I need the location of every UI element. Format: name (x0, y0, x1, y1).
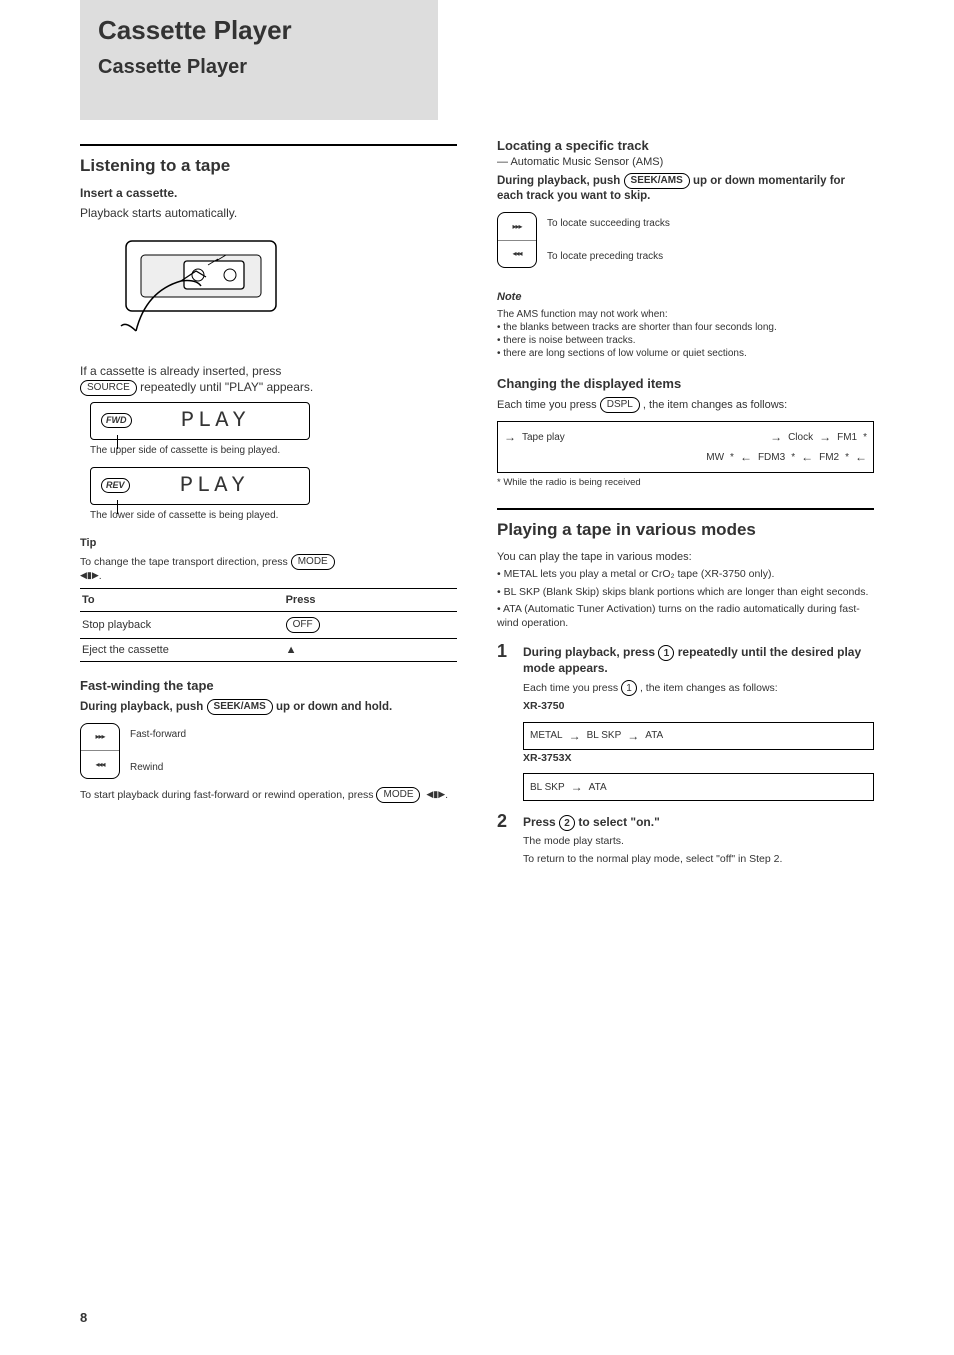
dspl-pill: DSPL (600, 397, 640, 413)
label-3753: XR-3753X (523, 752, 874, 766)
page-number: 8 (80, 1310, 87, 1325)
tip-title: Tip (80, 536, 457, 550)
ams-note: Note The AMS function may not work when:… (497, 290, 874, 360)
flow-footnote: * While the radio is being received (497, 477, 874, 489)
step-number: 1 (497, 641, 515, 662)
tip-body: To change the tape transport direction, … (80, 554, 457, 584)
step-2: 2 Press 2 to select "on." The mode play … (497, 811, 874, 870)
lcd-rev-caption: The lower side of cassette is being play… (90, 509, 457, 522)
already-inserted-text: If a cassette is already inserted, press… (80, 364, 457, 396)
heading-listening: Listening to a tape (80, 156, 457, 176)
lcd-display-rev: REV PLAY (90, 467, 310, 505)
flow-3750: METAL → BL SKP → ATA (523, 722, 874, 750)
preset-2-pill: 2 (559, 815, 575, 831)
table-row: Eject the cassette ▲ (80, 638, 457, 661)
seek-button-icon: ▸▸▸ ◂◂◂ (80, 723, 120, 779)
bullet-ata: • ATA (Automatic Tuner Activation) turns… (497, 603, 874, 630)
seek-button-icon-2: ▸▸▸ ◂◂◂ (497, 212, 537, 268)
fwd-badge: FWD (101, 413, 132, 428)
lcd-rev-text: PLAY (130, 473, 299, 498)
seek-down-icon: ◂◂◂ (498, 241, 536, 268)
note-body: The AMS function may not work when: • th… (497, 308, 874, 360)
locate-down-label: To locate preceding tracks (547, 251, 670, 262)
cassette-insertion-illustration (86, 231, 296, 351)
locate-instruction: During playback, push SEEK/AMS up or dow… (497, 173, 874, 204)
section-header-box: Cassette Player Cassette Player (80, 0, 438, 120)
ff-down-label: Rewind (130, 762, 186, 773)
eject-icon: ▲ (286, 644, 297, 656)
step1-note: Each time you press 1 , the item changes… (523, 680, 874, 696)
already-line1: If a cassette is already inserted, press (80, 364, 281, 378)
heading-various: Playing a tape in various modes (497, 520, 874, 540)
step1-main: During playback, press 1 repeatedly unti… (523, 645, 874, 677)
change-display-title: Changing the displayed items (497, 376, 874, 393)
seek-diagram-2: ▸▸▸ ◂◂◂ To locate succeeding tracks To l… (497, 208, 874, 272)
bullet-metal: • METAL lets you play a metal or CrO₂ ta… (497, 568, 874, 582)
flow-3753: BL SKP → ATA (523, 773, 874, 801)
fastwind-title: Fast-winding the tape (80, 678, 457, 695)
locate-subtitle: — Automatic Music Sensor (AMS) (497, 155, 874, 169)
source-pill: SOURCE (80, 380, 137, 396)
mode-pill: MODE (291, 554, 335, 570)
locate-up-label: To locate succeeding tracks (547, 218, 670, 229)
table-head-to: To (80, 588, 284, 611)
lcd-fwd-text: PLAY (132, 408, 300, 433)
seek-diagram: ▸▸▸ ◂◂◂ Fast-forward Rewind (80, 719, 457, 783)
lcd-display-fwd: FWD PLAY (90, 402, 310, 440)
divider (497, 508, 874, 510)
bullet-blskp: • BL SKP (Blank Skip) skips blank portio… (497, 586, 874, 600)
seek-ams-pill: SEEK/AMS (207, 699, 273, 715)
step2-line2: To return to the normal play mode, selec… (523, 853, 874, 867)
left-column: Listening to a tape Insert a cassette. P… (80, 138, 457, 881)
note-title: Note (497, 290, 874, 304)
seek-down-icon: ◂◂◂ (81, 751, 119, 778)
step2-main: Press 2 to select "on." (523, 815, 874, 831)
action-table: To Press Stop playback OFF Eject the cas… (80, 588, 457, 662)
step-number: 2 (497, 811, 515, 832)
seek-up-icon: ▸▸▸ (498, 213, 536, 241)
step2-line1: The mode play starts. (523, 835, 874, 849)
step-1: 1 During playback, press 1 repeatedly un… (497, 641, 874, 802)
lcd-fwd-caption: The upper side of cassette is being play… (90, 444, 457, 457)
locate-title: Locating a specific track (497, 138, 874, 155)
seek-ams-pill-2: SEEK/AMS (624, 173, 690, 189)
display-flow-diagram: → Tape play → Clock → FM1* MW* ← FDM3* ←… (497, 421, 874, 473)
mode-pill-2: MODE (376, 787, 420, 803)
preset-1-pill: 1 (658, 645, 674, 661)
right-column: Locating a specific track — Automatic Mu… (497, 138, 874, 881)
fastwind-note: To start playback during fast-forward or… (80, 787, 457, 803)
side-tab (0, 480, 28, 600)
insert-instruction: Insert a cassette. (80, 186, 457, 202)
section-title: Cassette Player (98, 14, 420, 48)
fastwind-instruction: During playback, push SEEK/AMS up or dow… (80, 699, 457, 715)
table-head-press: Press (284, 588, 457, 611)
off-pill: OFF (286, 617, 320, 633)
rev-badge: REV (101, 478, 130, 493)
various-sub: You can play the tape in various modes: (497, 550, 874, 564)
section-subtitle: Cassette Player (98, 54, 420, 80)
label-3750: XR-3750 (523, 700, 874, 714)
divider (80, 144, 457, 146)
change-display-instruction: Each time you press DSPL , the item chan… (497, 397, 874, 413)
seek-up-icon: ▸▸▸ (81, 724, 119, 752)
ff-up-label: Fast-forward (130, 729, 186, 740)
already-line2: repeatedly until "PLAY" appears. (140, 380, 313, 394)
autoplay-text: Playback starts automatically. (80, 206, 457, 222)
table-row: Stop playback OFF (80, 611, 457, 638)
